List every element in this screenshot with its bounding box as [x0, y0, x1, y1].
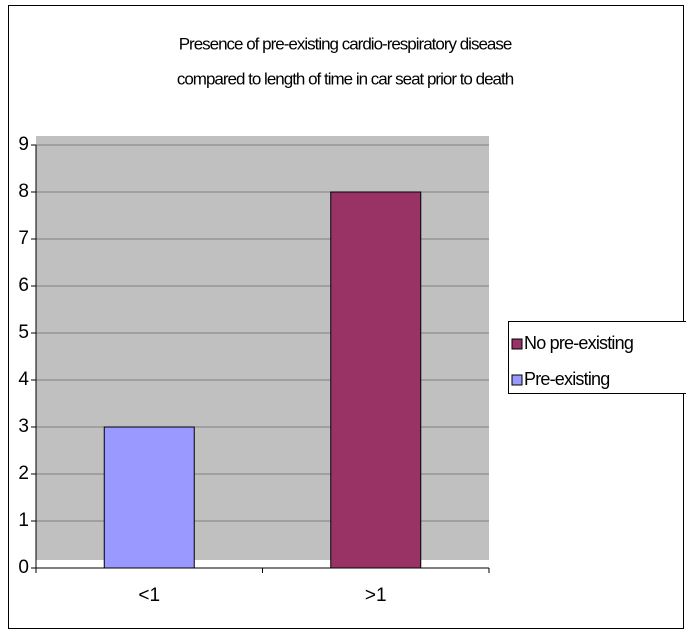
- legend-box: [508, 321, 686, 394]
- legend-label: No pre-existing: [524, 333, 633, 353]
- y-tick-label: 2: [18, 463, 29, 484]
- y-tick-label: 0: [18, 557, 29, 578]
- y-tick-label: 6: [18, 275, 29, 296]
- y-tick-label: 8: [18, 181, 29, 202]
- y-tick-label: 5: [18, 322, 29, 343]
- chart-title: compared to length of time in car seat p…: [177, 69, 514, 88]
- legend-swatch: [511, 338, 523, 350]
- y-tick-label: 9: [18, 134, 29, 155]
- bar: [330, 191, 422, 569]
- y-tick-label: 7: [18, 228, 29, 249]
- x-tick-label: <1: [138, 585, 160, 606]
- chart-title: Presence of pre-existing cardio-respirat…: [179, 34, 512, 53]
- legend-swatch: [511, 374, 523, 386]
- y-tick-label: 1: [18, 510, 29, 531]
- bar: [103, 426, 195, 569]
- x-tick-label: >1: [365, 585, 387, 606]
- legend-label: Pre-existing: [524, 369, 609, 389]
- y-tick-label: 4: [18, 369, 29, 390]
- y-tick-label: 3: [18, 416, 29, 437]
